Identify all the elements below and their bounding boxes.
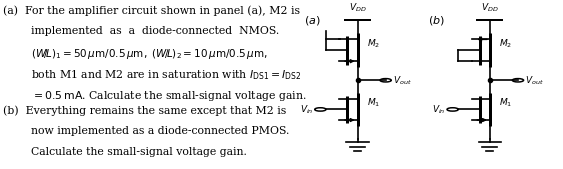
Text: $V_{DD}$: $V_{DD}$ bbox=[348, 1, 367, 14]
Text: now implemented as a diode-connected PMOS.: now implemented as a diode-connected PMO… bbox=[31, 126, 289, 136]
Text: $V_{DD}$: $V_{DD}$ bbox=[481, 1, 499, 14]
Text: $= 0.5\,\mathrm{mA}$. Calculate the small-signal voltage gain.: $= 0.5\,\mathrm{mA}$. Calculate the smal… bbox=[31, 89, 307, 103]
Text: $M_1$: $M_1$ bbox=[367, 96, 380, 109]
Text: (b)  Everything remains the same except that M2 is: (b) Everything remains the same except t… bbox=[3, 106, 286, 116]
Text: $M_1$: $M_1$ bbox=[499, 96, 512, 109]
Text: $(b)$: $(b)$ bbox=[428, 14, 445, 27]
Text: $V_{in}$: $V_{in}$ bbox=[300, 103, 313, 116]
Text: Calculate the small-signal voltage gain.: Calculate the small-signal voltage gain. bbox=[31, 147, 247, 157]
Text: $V_{in}$: $V_{in}$ bbox=[432, 103, 445, 116]
Text: $M_2$: $M_2$ bbox=[367, 37, 379, 50]
Text: (a)  For the amplifier circuit shown in panel (a), M2 is: (a) For the amplifier circuit shown in p… bbox=[3, 5, 300, 16]
Text: implemented  as  a  diode-connected  NMOS.: implemented as a diode-connected NMOS. bbox=[31, 26, 279, 36]
Text: $V_{out}$: $V_{out}$ bbox=[525, 74, 544, 87]
Text: $M_2$: $M_2$ bbox=[499, 37, 512, 50]
Text: $V_{out}$: $V_{out}$ bbox=[393, 74, 412, 87]
Text: $(W\!/\!L)_1 = 50\,\mu\mathrm{m}/0.5\,\mu\mathrm{m},\ (W\!/\!L)_2 = 10\,\mu\math: $(W\!/\!L)_1 = 50\,\mu\mathrm{m}/0.5\,\m… bbox=[31, 47, 268, 61]
Text: both M1 and M2 are in saturation with $I_{\mathrm{DS1}} = I_{\mathrm{DS2}}$: both M1 and M2 are in saturation with $I… bbox=[31, 68, 302, 82]
Text: $(a)$: $(a)$ bbox=[304, 14, 321, 27]
